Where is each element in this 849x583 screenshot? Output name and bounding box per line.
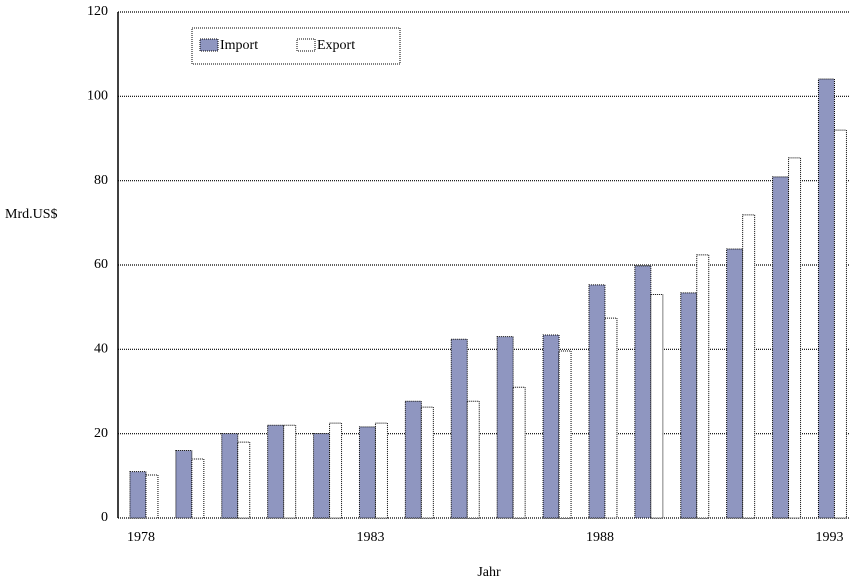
bar (175, 450, 193, 519)
bar (129, 471, 147, 519)
legend-swatch (296, 38, 316, 52)
bar (696, 254, 710, 519)
legend-swatch (199, 38, 219, 52)
bar (221, 433, 239, 519)
legend-label: Import (220, 38, 258, 53)
x-tick-label: 1978 (127, 530, 155, 545)
bar (145, 474, 159, 519)
bar (650, 294, 664, 519)
bar (237, 441, 251, 519)
bar (466, 400, 480, 519)
bar (496, 336, 514, 519)
bar (788, 157, 802, 519)
y-axis-label: Mrd.US$ (5, 207, 58, 222)
legend-label: Export (317, 38, 355, 53)
bar (558, 350, 572, 519)
y-tick-label: 80 (94, 173, 108, 188)
bar (313, 433, 331, 519)
x-tick-label: 1988 (586, 530, 614, 545)
bar (817, 78, 835, 519)
x-tick-label: 1993 (815, 530, 843, 545)
bar (404, 400, 422, 519)
x-axis-label: Jahr (477, 565, 501, 580)
bar (191, 458, 205, 519)
bar (634, 265, 652, 519)
bar (329, 422, 343, 519)
bar (512, 386, 526, 519)
bar (450, 338, 468, 519)
bar (420, 406, 434, 519)
bar (833, 129, 847, 519)
y-tick-label: 20 (94, 426, 108, 441)
y-tick-label: 100 (87, 89, 108, 104)
bar (680, 292, 698, 519)
bar (726, 248, 744, 519)
y-tick-label: 0 (101, 510, 108, 525)
bar (604, 317, 618, 519)
bar (283, 424, 297, 519)
y-tick-label: 40 (94, 342, 108, 357)
bar (772, 176, 790, 519)
bar (542, 334, 560, 519)
y-tick-label: 120 (87, 4, 108, 19)
bar (742, 214, 756, 519)
bar (588, 284, 606, 519)
x-tick-label: 1983 (356, 530, 384, 545)
bar (374, 422, 388, 519)
legend-box (191, 27, 401, 65)
y-tick-label: 60 (94, 257, 108, 272)
bar (358, 426, 376, 519)
bar (267, 424, 285, 519)
